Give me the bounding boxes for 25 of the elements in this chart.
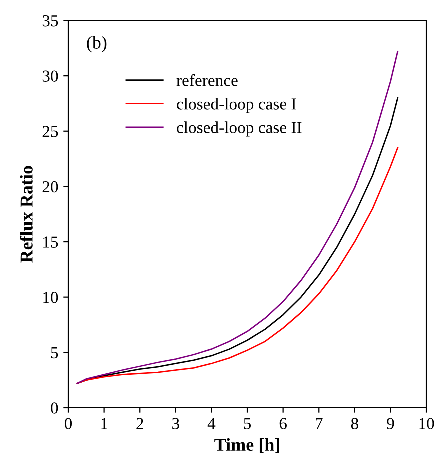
x-tick-label: 8 xyxy=(351,418,358,430)
legend-label: closed-loop case II xyxy=(177,122,302,137)
x-tick-label: 9 xyxy=(387,418,394,430)
y-tick-label: 30 xyxy=(42,70,58,82)
y-tick-label: 25 xyxy=(42,126,58,138)
x-tick-label: 6 xyxy=(280,418,287,430)
y-tick-label: 5 xyxy=(51,348,58,359)
x-tick-label: 1 xyxy=(102,418,108,430)
x-axis-title: Time [h] xyxy=(214,438,280,454)
annotation: (b) xyxy=(87,36,107,53)
y-tick-label: 35 xyxy=(42,15,58,27)
y-axis-title: Reflux Ratio xyxy=(20,166,33,263)
y-tick-label: 20 xyxy=(42,181,58,193)
x-tick-label: 3 xyxy=(172,418,180,430)
legend-label: closed-loop case I xyxy=(177,98,296,114)
y-tick-label: 10 xyxy=(44,292,58,304)
x-tick-label: 10 xyxy=(420,418,434,430)
x-tick-label: 7 xyxy=(316,418,323,430)
x-tick-label: 4 xyxy=(208,418,216,430)
x-tick-label: 2 xyxy=(136,418,144,430)
legend-label: reference xyxy=(176,74,238,86)
x-tick-label: 0 xyxy=(64,418,72,430)
y-tick-label: 15 xyxy=(44,236,58,248)
x-tick-label: 5 xyxy=(244,418,252,430)
y-tick-label: 0 xyxy=(51,402,58,414)
